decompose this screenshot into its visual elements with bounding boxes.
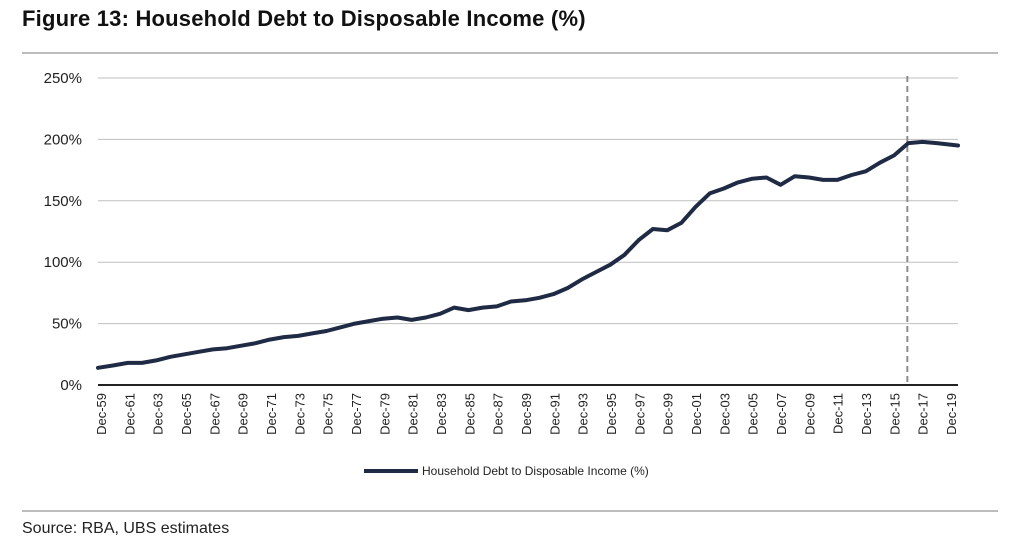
x-tick-label: Dec-67	[207, 393, 222, 435]
y-tick-label: 200%	[44, 131, 82, 148]
x-tick-label: Dec-59	[94, 393, 109, 435]
bottom-divider	[22, 510, 998, 512]
x-tick-label: Dec-89	[519, 393, 534, 435]
x-tick-label: Dec-77	[349, 393, 364, 435]
chart-title: Figure 13: Household Debt to Disposable …	[22, 6, 586, 31]
x-tick-label: Dec-81	[406, 393, 421, 435]
x-tick-label: Dec-17	[916, 393, 931, 435]
y-tick-label: 100%	[44, 254, 82, 271]
y-tick-label: 150%	[44, 193, 82, 210]
x-tick-label: Dec-15	[887, 393, 902, 435]
x-tick-label: Dec-79	[377, 393, 392, 435]
x-tick-label: Dec-93	[576, 393, 591, 435]
line-chart: 0% 50% 100% 150% 200% 250% Dec-59 Dec-61 Dec-63…	[44, 70, 960, 478]
y-axis-ticks: 0% 50% 100% 150% 200% 250%	[44, 70, 82, 394]
x-tick-label: Dec-69	[236, 393, 251, 435]
legend: Household Debt to Disposable Income (%)	[364, 464, 649, 478]
y-tick-label: 250%	[44, 70, 82, 87]
x-tick-label: Dec-07	[774, 393, 789, 435]
x-axis-ticks: Dec-59 Dec-61 Dec-63 Dec-65 Dec-67 Dec-69 Dec-…	[94, 393, 959, 435]
x-tick-label: Dec-75	[321, 393, 336, 435]
x-tick-label: Dec-11	[831, 393, 846, 434]
x-tick-label: Dec-99	[661, 393, 676, 435]
source-note: Source: RBA, UBS estimates	[22, 520, 230, 537]
x-tick-label: Dec-05	[746, 393, 761, 435]
x-tick-label: Dec-87	[491, 393, 506, 435]
x-tick-label: Dec-03	[717, 393, 732, 435]
x-tick-label: Dec-65	[179, 393, 194, 435]
x-tick-label: Dec-85	[462, 393, 477, 435]
gridlines	[98, 77, 958, 325]
x-tick-label: Dec-61	[122, 393, 137, 435]
x-tick-label: Dec-13	[859, 393, 874, 435]
top-divider	[22, 52, 998, 54]
y-tick-label: 0%	[60, 377, 82, 394]
y-tick-label: 50%	[52, 316, 82, 333]
x-tick-label: Dec-09	[802, 393, 817, 435]
x-tick-label: Dec-73	[292, 393, 307, 435]
series-line-household-debt	[96, 139, 960, 370]
x-tick-label: Dec-01	[689, 393, 704, 435]
x-tick-label: Dec-19	[944, 393, 959, 435]
x-tick-label: Dec-97	[632, 393, 647, 435]
x-tick-label: Dec-91	[547, 393, 562, 435]
x-tick-label: Dec-83	[434, 393, 449, 435]
x-tick-label: Dec-71	[264, 393, 279, 435]
legend-label: Household Debt to Disposable Income (%)	[422, 464, 649, 478]
x-tick-label: Dec-95	[604, 393, 619, 435]
x-tick-label: Dec-63	[151, 393, 166, 435]
